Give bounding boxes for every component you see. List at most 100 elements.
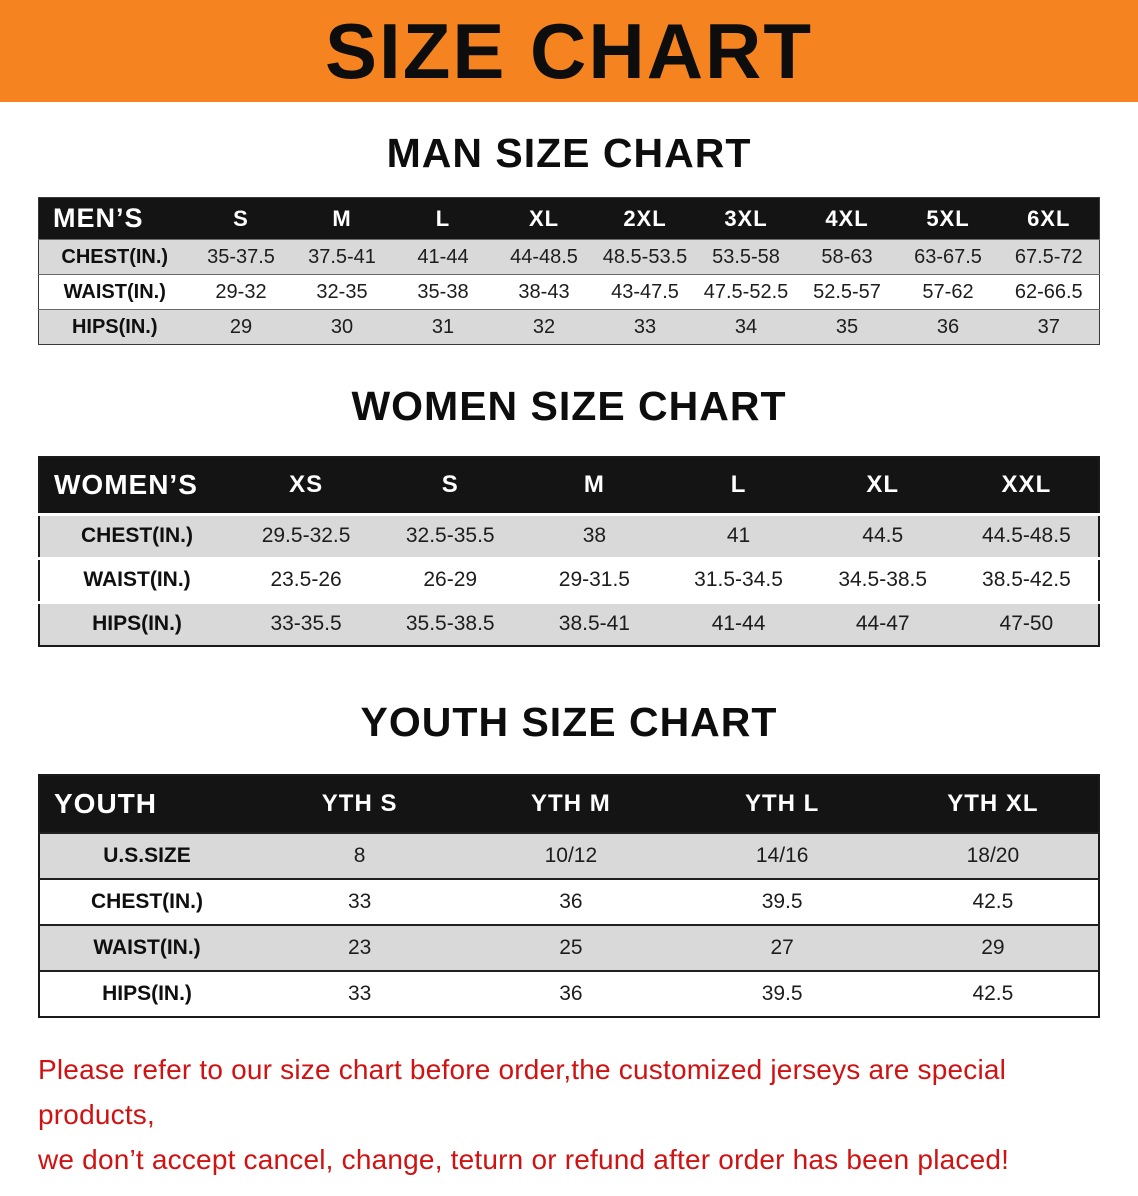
value-cell: 38	[582, 524, 607, 547]
row-label-cell: CHEST(IN.)	[91, 890, 203, 913]
size-charts-main: MAN SIZE CHART MEN’S S M L XL 2XL 3XL 4XL 5XL 6XL…	[0, 130, 1138, 1018]
women-size-table: WOMEN’S XS S M L XL XXL CHEST(IN.) 29.5-32.5 32.5…	[38, 456, 1100, 647]
row-label-cell: CHEST(IN.)	[81, 524, 193, 547]
value-cell: 29	[229, 315, 253, 338]
value-cell: 52.5-57	[813, 280, 881, 303]
value-cell: 41-44	[711, 612, 766, 636]
size-header-cell: XXL	[954, 457, 1099, 514]
size-header-cell: XL	[810, 457, 955, 514]
value-cell: 34.5-38.5	[838, 568, 928, 591]
youth-size-section: YOUTH SIZE CHART YOUTH YTH S YTH M YTH L YTH…	[0, 699, 1138, 1018]
value-cell: 43-47.5	[611, 280, 679, 303]
women-size-section: WOMEN SIZE CHART WOMEN’S XS S M L XL XXL CHEST(…	[0, 383, 1138, 647]
row-label-cell: HIPS(IN.)	[102, 982, 192, 1005]
value-cell: 26-29	[423, 568, 478, 591]
table-title-cell: MEN’S	[38, 197, 191, 240]
table-row: HIPS(IN.) 29 30 31 32 33 34 35 36 37	[38, 309, 1100, 345]
value-cell: 33-35.5	[270, 612, 342, 636]
value-cell: 32-35	[316, 280, 368, 303]
size-header-cell: YTH M	[465, 775, 677, 833]
table-row: HIPS(IN.) 33 36 39.5 42.5	[39, 971, 1099, 1017]
value-cell: 62-66.5	[1014, 280, 1083, 303]
value-cell: 37	[1037, 315, 1060, 338]
value-cell: 47-50	[999, 612, 1054, 636]
size-header-cell: 2XL	[594, 197, 696, 240]
value-cell: 29	[981, 936, 1005, 959]
men-size-table: MEN’S S M L XL 2XL 3XL 4XL 5XL 6XL CHEST(IN.) 35-37…	[38, 197, 1100, 345]
value-cell: 34	[734, 315, 758, 338]
value-cell: 31.5-34.5	[694, 568, 783, 591]
value-cell: 36	[936, 315, 960, 338]
table-title-cell: YOUTH	[39, 775, 254, 833]
value-cell: 36	[559, 982, 583, 1005]
row-label-cell: WAIST(IN.)	[93, 936, 201, 959]
value-cell: 44.5-48.5	[982, 524, 1071, 547]
value-cell: 67.5-72	[1014, 245, 1083, 268]
value-cell: 42.5	[972, 982, 1014, 1005]
value-cell: 35.5-38.5	[405, 612, 495, 636]
value-cell: 41	[726, 524, 751, 547]
row-label-cell: WAIST(IN.)	[83, 568, 191, 591]
value-cell: 10/12	[544, 844, 598, 867]
value-cell: 37.5-41	[308, 245, 376, 268]
value-cell: 35-38	[417, 280, 469, 303]
value-cell: 23	[347, 936, 372, 959]
size-header-cell: XS	[234, 457, 379, 514]
size-header-cell: 6XL	[998, 197, 1100, 240]
value-cell: 29-31.5	[558, 568, 630, 591]
value-cell: 29.5-32.5	[261, 524, 351, 547]
value-cell: 32	[532, 315, 556, 338]
value-cell: 38.5-41	[558, 612, 630, 636]
disclaimer-line-2: we don’t accept cancel, change, teturn o…	[38, 1143, 1010, 1175]
size-header-cell: S	[378, 457, 523, 514]
value-cell: 27	[770, 936, 794, 959]
table-row: U.S.SIZE 8 10/12 14/16 18/20	[39, 833, 1099, 879]
value-cell: 35-37.5	[207, 245, 275, 268]
row-label-cell: WAIST(IN.)	[63, 280, 166, 303]
value-cell: 47.5-52.5	[703, 280, 789, 303]
row-label-cell: CHEST(IN.)	[61, 245, 169, 268]
row-label-cell: HIPS(IN.)	[71, 315, 158, 338]
table-row: WAIST(IN.) 23.5-26 26-29 29-31.5 31.5-34.5 34…	[39, 558, 1099, 602]
value-cell: 38-43	[518, 280, 570, 303]
value-cell: 29-32	[215, 280, 267, 303]
men-size-section: MAN SIZE CHART MEN’S S M L XL 2XL 3XL 4XL 5XL 6XL…	[0, 130, 1138, 345]
value-cell: 36	[559, 890, 583, 913]
size-header-cell: 4XL	[796, 197, 898, 240]
value-cell: 57-62	[922, 280, 974, 303]
table-row: HIPS(IN.) 33-35.5 35.5-38.5 38.5-41 41-44 44-…	[39, 602, 1099, 646]
value-cell: 25	[559, 936, 583, 959]
size-header-cell: 3XL	[695, 197, 797, 240]
value-cell: 30	[330, 315, 354, 338]
size-header-cell: S	[190, 197, 292, 240]
value-cell: 53.5-58	[712, 245, 780, 268]
table-title-cell: WOMEN’S	[39, 457, 234, 514]
table-row: WAIST(IN.) 29-32 32-35 35-38 38-43 43-47.5 47.…	[38, 274, 1100, 310]
value-cell: 39.5	[761, 982, 803, 1005]
size-header-cell: 5XL	[897, 197, 999, 240]
men-section-heading: MAN SIZE CHART	[386, 130, 752, 176]
value-cell: 38.5-42.5	[982, 568, 1071, 591]
value-cell: 33	[347, 982, 372, 1005]
value-cell: 44-48.5	[510, 245, 578, 268]
size-header-cell: XL	[493, 197, 595, 240]
value-cell: 58-63	[821, 245, 873, 268]
value-cell: 8	[353, 844, 366, 867]
table-row: CHEST(IN.) 29.5-32.5 32.5-35.5 38 41 44.5 44.5…	[39, 514, 1099, 558]
table-row: CHEST(IN.) 35-37.5 37.5-41 41-44 44-48.5 48.5…	[38, 239, 1100, 275]
row-label-cell: U.S.SIZE	[103, 844, 191, 867]
banner: SIZE CHART	[0, 0, 1138, 102]
value-cell: 33	[347, 890, 372, 913]
value-cell: 39.5	[761, 890, 803, 913]
value-cell: 14/16	[755, 844, 809, 867]
disclaimer-line-1: Please refer to our size chart before or…	[38, 1054, 1007, 1130]
row-label-cell: HIPS(IN.)	[92, 612, 182, 636]
value-cell: 41-44	[417, 245, 469, 268]
value-cell: 44-47	[855, 612, 910, 636]
value-cell: 42.5	[972, 890, 1014, 913]
youth-size-table: YOUTH YTH S YTH M YTH L YTH XL U.S.SIZE 8 10/12…	[38, 774, 1100, 1018]
table-row: CHEST(IN.) 33 36 39.5 42.5	[39, 879, 1099, 925]
table-header-row: WOMEN’S XS S M L XL XXL	[39, 457, 1099, 514]
value-cell: 48.5-53.5	[602, 245, 688, 268]
